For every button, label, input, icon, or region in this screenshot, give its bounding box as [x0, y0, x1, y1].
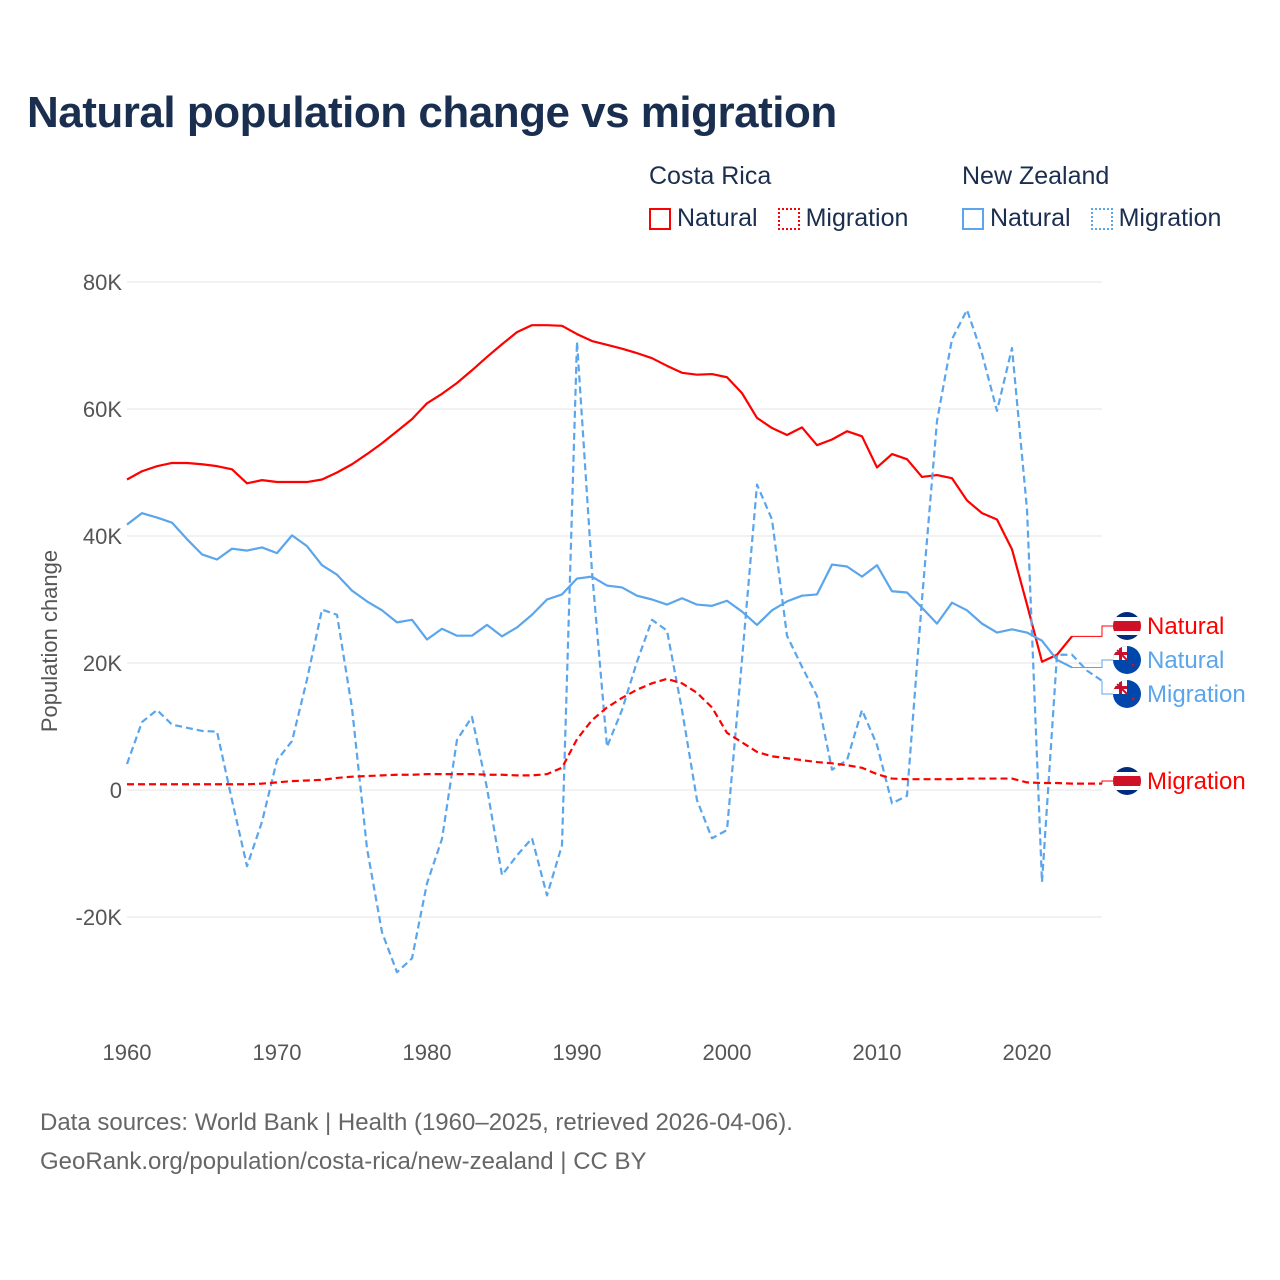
y-tick-label: 60K: [83, 397, 122, 422]
y-tick-label: 20K: [83, 651, 122, 676]
series-line-new-zealand-migration: [125, 308, 1103, 974]
legend-label: Natural: [990, 204, 1071, 232]
new-zealand-flag-icon: [1113, 646, 1141, 674]
series-end-label: Migration: [1147, 681, 1246, 708]
legend-swatch-dotted: [777, 207, 800, 230]
x-tick-label: 1980: [403, 1040, 452, 1065]
x-tick-label: 1970: [253, 1040, 302, 1065]
legend-swatch-solid: [649, 207, 671, 230]
x-tick-label: 1990: [553, 1040, 602, 1065]
footer-sources: Data sources: World Bank | Health (1960–…: [40, 1109, 793, 1136]
label-connector: [1101, 780, 1114, 784]
legend-items-costa-rica: Natural Migration: [649, 204, 908, 233]
chart-title: Natural population change vs migration: [27, 88, 837, 137]
costa-rica-flag-icon: [1113, 612, 1141, 640]
label-connector: [1072, 625, 1114, 637]
legend-group-costa-rica: Costa Rica: [649, 162, 771, 191]
footer-attribution[interactable]: GeoRank.org/population/costa-rica/new-ze…: [40, 1148, 647, 1175]
legend-label: Natural: [677, 204, 758, 232]
y-tick-label: 40K: [83, 524, 122, 549]
series-end-label: Migration: [1147, 768, 1246, 795]
legend-item-cr-natural[interactable]: Natural: [649, 204, 758, 233]
series-line-new-zealand-natural: [126, 512, 1073, 669]
label-connector: [1101, 680, 1114, 695]
new-zealand-flag-icon: [1113, 680, 1141, 708]
costa-rica-flag-icon: [1113, 767, 1141, 795]
legend-label: Migration: [1118, 204, 1222, 232]
legend-group-title: Costa Rica: [649, 162, 772, 190]
legend-label: Migration: [805, 204, 909, 232]
y-tick-label: -20K: [76, 905, 123, 930]
x-tick-label: 2000: [703, 1040, 752, 1065]
legend-group-title: New Zealand: [962, 162, 1110, 190]
legend-item-cr-migration[interactable]: Migration: [777, 204, 909, 233]
x-tick-label: 2010: [853, 1040, 902, 1065]
legend-group-new-zealand: New Zealand: [962, 162, 1109, 191]
y-tick-label: 80K: [83, 270, 122, 295]
legend-item-nz-migration[interactable]: Migration: [1090, 204, 1222, 233]
series-line-costa-rica-migration: [127, 677, 1102, 786]
x-tick-label: 2020: [1003, 1040, 1052, 1065]
x-tick-label: 1960: [103, 1040, 152, 1065]
y-tick-label: 0: [110, 778, 122, 803]
series-end-label: Natural: [1147, 647, 1224, 674]
legend-items-new-zealand: Natural Migration: [962, 204, 1221, 233]
series-line-costa-rica-natural: [126, 324, 1073, 663]
legend-swatch-dotted: [1090, 207, 1113, 230]
legend-item-nz-natural[interactable]: Natural: [962, 204, 1071, 233]
legend-swatch-solid: [962, 207, 984, 230]
label-connector: [1072, 659, 1114, 668]
series-end-label: Natural: [1147, 613, 1224, 640]
